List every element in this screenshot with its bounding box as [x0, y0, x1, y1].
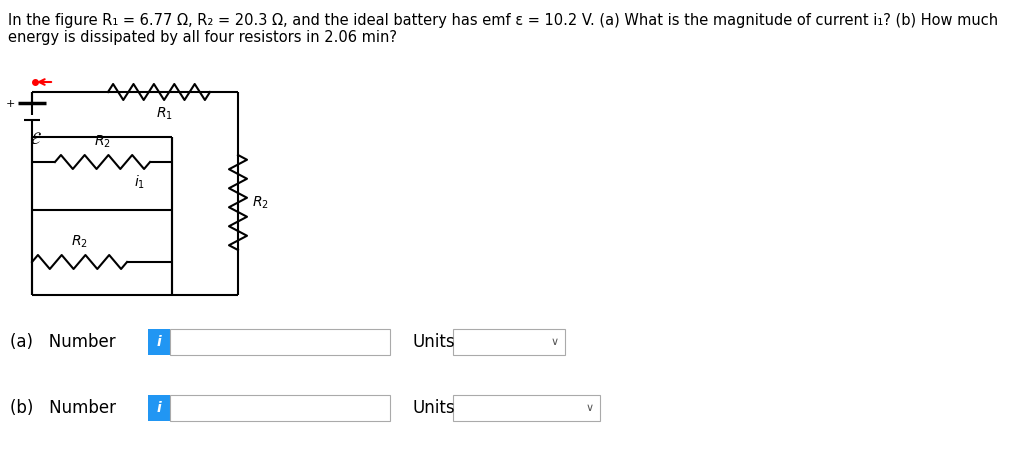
Bar — [171, 395, 390, 421]
Text: $\mathcal{E}$: $\mathcal{E}$ — [30, 130, 42, 148]
Text: energy is dissipated by all four resistors in 2.06 min?: energy is dissipated by all four resisto… — [8, 30, 397, 45]
Text: ∨: ∨ — [586, 403, 594, 413]
Text: In the figure R₁ = 6.77 Ω, R₂ = 20.3 Ω, and the ideal battery has emf ε = 10.2 V: In the figure R₁ = 6.77 Ω, R₂ = 20.3 Ω, … — [8, 13, 999, 28]
Text: $R_1$: $R_1$ — [155, 106, 173, 122]
Text: (b)   Number: (b) Number — [10, 399, 116, 417]
Bar — [453, 329, 565, 355]
Text: Units: Units — [412, 399, 454, 417]
Text: $R_2$: $R_2$ — [94, 134, 111, 150]
Bar — [171, 329, 390, 355]
Text: i: i — [156, 335, 161, 349]
Text: ∨: ∨ — [551, 337, 560, 347]
Text: $R_2$: $R_2$ — [252, 195, 269, 211]
Text: $R_2$: $R_2$ — [71, 234, 88, 250]
Text: i: i — [156, 401, 161, 415]
Bar — [148, 395, 171, 421]
Bar — [148, 329, 171, 355]
Text: $i_1$: $i_1$ — [134, 174, 145, 191]
Text: Units: Units — [412, 333, 454, 351]
Text: +: + — [6, 99, 15, 109]
Text: (a)   Number: (a) Number — [10, 333, 115, 351]
Bar — [453, 395, 600, 421]
